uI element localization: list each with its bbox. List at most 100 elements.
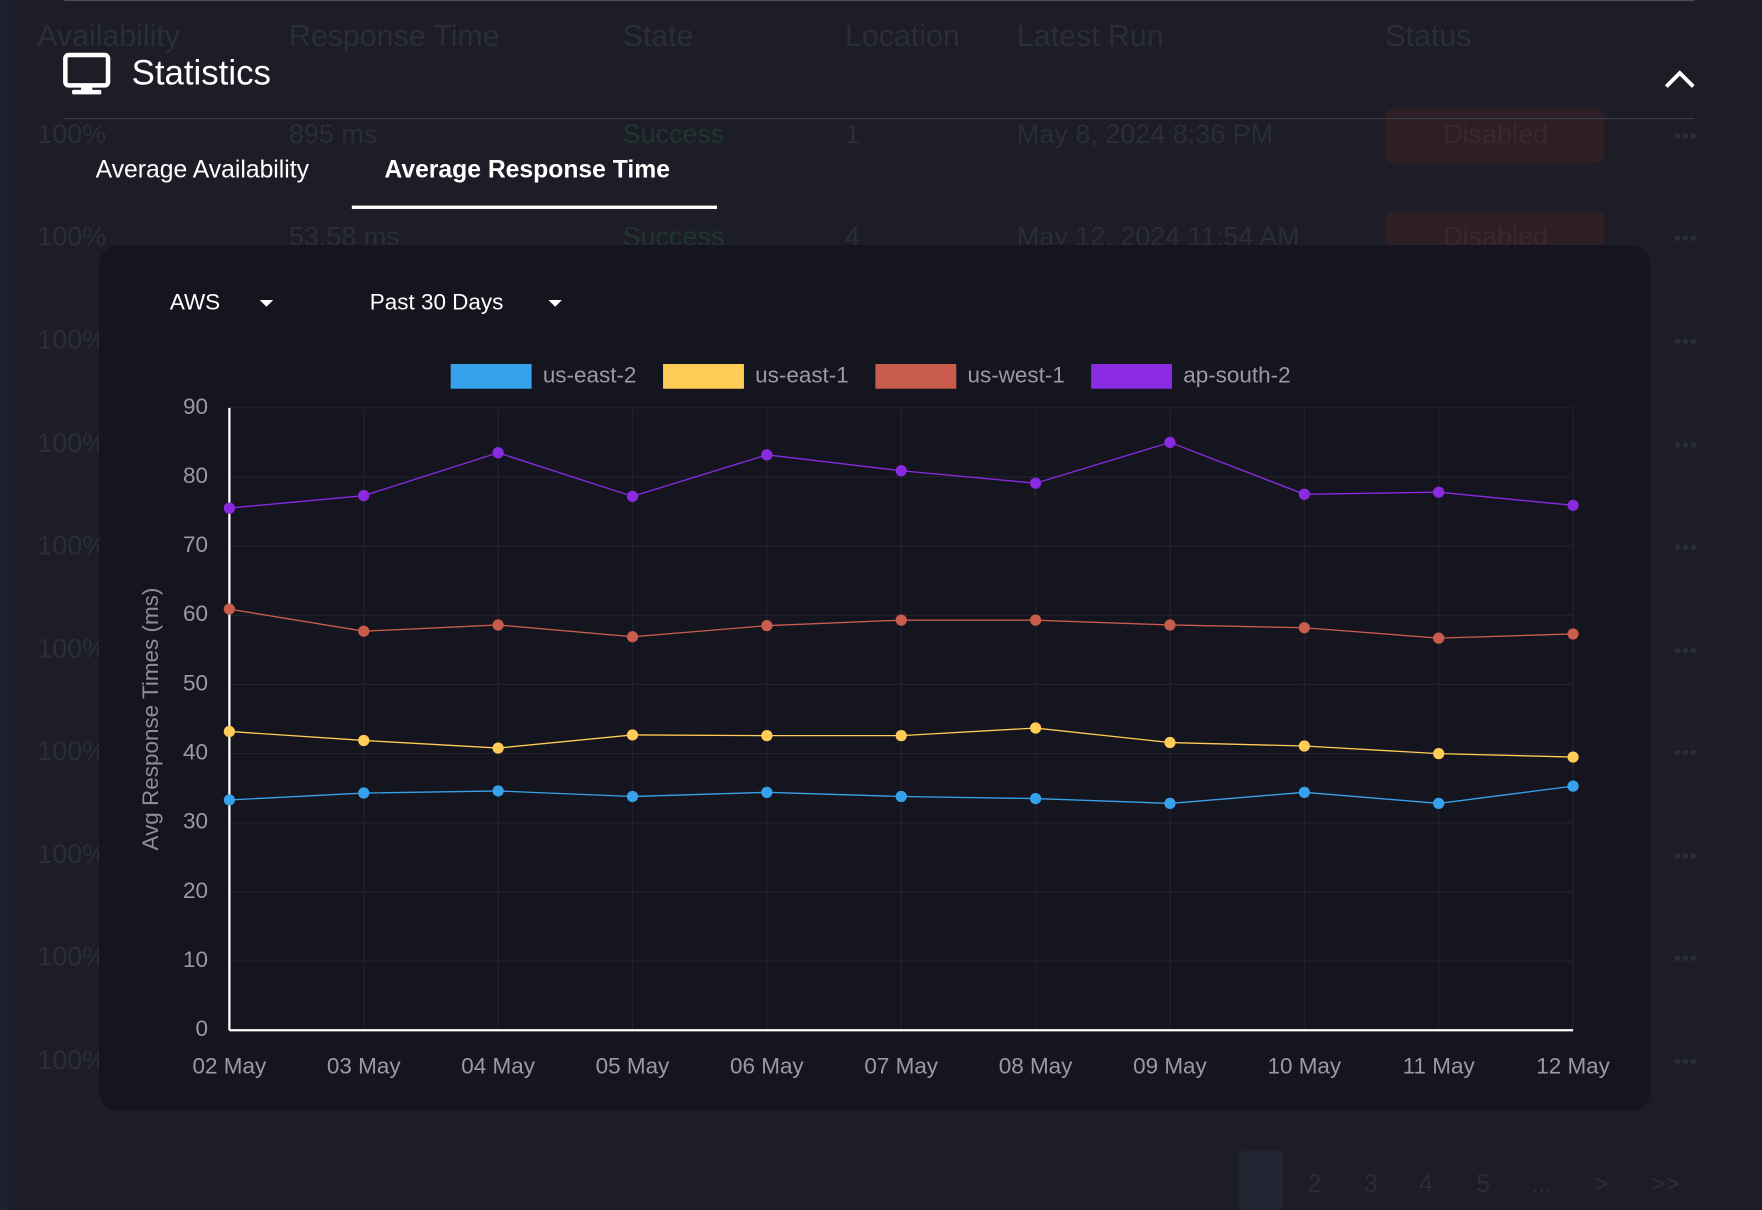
data-point <box>492 447 504 459</box>
data-point <box>1567 499 1579 511</box>
x-tick-label: 03 May <box>327 1053 401 1078</box>
data-point <box>626 790 639 803</box>
row-menu-dot <box>1682 133 1689 139</box>
left-strip <box>0 0 10 1210</box>
row-menu-dot <box>1674 1058 1681 1065</box>
table-header: State <box>623 20 694 53</box>
table-cell: 1 <box>845 119 860 149</box>
data-point <box>895 465 907 477</box>
data-point <box>1567 628 1579 640</box>
dropdown-caret[interactable] <box>548 299 562 307</box>
tab-underline <box>351 205 717 209</box>
data-point <box>223 794 235 806</box>
legend-label: us-east-1 <box>755 362 849 387</box>
page-link: 2 <box>1308 1171 1322 1198</box>
data-point <box>1433 747 1445 760</box>
y-tick-label: 80 <box>183 463 208 488</box>
table-cell: Success <box>623 119 725 149</box>
page-link: 4 <box>1419 1171 1433 1198</box>
row-menu-dot <box>1674 853 1681 859</box>
x-tick-label: 02 May <box>193 1053 267 1078</box>
row-menu-dot <box>1674 955 1681 962</box>
row-menu-dot <box>1690 749 1697 756</box>
data-point <box>761 786 773 798</box>
data-point <box>1298 786 1310 798</box>
tab-active[interactable]: Average Response Time <box>384 156 670 183</box>
legend-swatch <box>450 364 532 389</box>
table-cell: 100% <box>37 941 106 971</box>
data-point <box>1029 722 1042 734</box>
row-menu-dot <box>1682 338 1689 345</box>
row-menu-dot <box>1682 442 1689 448</box>
row-menu-dot <box>1690 955 1697 962</box>
monitor-icon <box>63 52 111 95</box>
data-point <box>1164 736 1176 749</box>
legend-swatch <box>875 364 957 389</box>
row-menu-dot <box>1690 853 1697 859</box>
row-menu-dot <box>1674 544 1681 550</box>
table-header: Latest Run <box>1017 20 1164 53</box>
page-link: >> <box>1651 1171 1680 1198</box>
table-header: Availability <box>37 20 181 53</box>
data-point <box>895 730 907 742</box>
table-cell: 100% <box>37 1045 106 1075</box>
y-tick-label: 40 <box>183 740 208 765</box>
y-tick-label: 20 <box>183 878 208 903</box>
data-point <box>895 614 907 626</box>
row-menu-dot <box>1674 338 1681 345</box>
data-point <box>223 603 235 615</box>
row-menu-dot <box>1682 1058 1689 1065</box>
x-tick-label: 12 May <box>1536 1053 1610 1078</box>
data-point <box>358 625 370 637</box>
data-point <box>1164 619 1176 631</box>
dropdown-caret[interactable] <box>259 299 274 307</box>
table-cell: 100% <box>37 530 106 560</box>
legend-label: us-west-1 <box>968 362 1065 387</box>
row-menu-dot <box>1690 544 1697 550</box>
data-point <box>1298 488 1310 500</box>
x-tick-label: 07 May <box>864 1053 938 1078</box>
row-menu-dot <box>1682 544 1689 550</box>
data-point <box>626 729 639 741</box>
panel-title: Statistics <box>132 53 271 92</box>
row-menu-dot <box>1682 235 1689 241</box>
table-cell: 4 <box>845 221 860 251</box>
y-tick-label: 60 <box>183 601 208 626</box>
data-point <box>223 725 235 738</box>
x-tick-label: 09 May <box>1133 1053 1207 1078</box>
table-cell: 895 ms <box>289 119 377 149</box>
row-menu-dot <box>1690 338 1697 345</box>
page-link: ... <box>1531 1171 1552 1198</box>
table-cell: 100% <box>37 221 106 251</box>
y-tick-label: 30 <box>183 809 208 834</box>
row-menu-dot <box>1690 647 1697 654</box>
table-header: Response Time <box>289 20 500 53</box>
page-link: 3 <box>1364 1171 1378 1198</box>
legend-label: ap-south-2 <box>1183 362 1290 387</box>
period-dropdown[interactable]: Past 30 Days <box>370 289 504 314</box>
table-header: Status <box>1385 20 1471 53</box>
table-cell: May 8, 2024 8:36 PM <box>1017 119 1273 149</box>
row-menu-dot <box>1674 442 1681 448</box>
row-menu-dot <box>1674 749 1681 756</box>
x-tick-label: 04 May <box>461 1053 535 1078</box>
data-point <box>761 449 773 461</box>
collapse-button[interactable] <box>1664 70 1695 88</box>
y-tick-label: 0 <box>196 1016 209 1041</box>
data-point <box>626 490 639 502</box>
row-menu-dot <box>1690 1058 1697 1065</box>
data-point <box>1029 614 1042 626</box>
tab[interactable]: Average Availability <box>96 156 310 183</box>
table-cell: 100% <box>37 325 106 355</box>
provider-dropdown[interactable]: AWS <box>170 289 220 314</box>
x-tick-label: 08 May <box>999 1053 1073 1078</box>
chart-card <box>99 244 1651 1112</box>
x-tick-label: 11 May <box>1403 1053 1476 1078</box>
y-tick-label: 10 <box>183 947 208 972</box>
data-point <box>1029 477 1042 489</box>
y-axis-label: Avg Response Times (ms) <box>138 588 163 851</box>
data-point <box>1298 622 1310 634</box>
table-header: Location <box>845 20 960 53</box>
